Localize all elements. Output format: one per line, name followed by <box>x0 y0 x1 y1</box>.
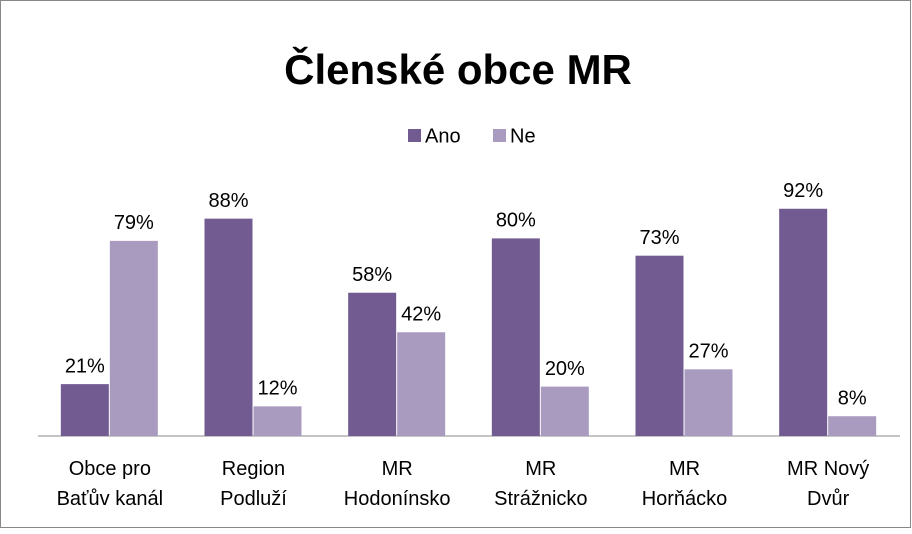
x-tick-label: MR Nový Dvůr <box>787 458 870 510</box>
data-label: 73% <box>639 227 679 249</box>
x-tick-label-box: MR Hodonínsko <box>343 458 451 510</box>
bar <box>491 238 540 436</box>
bar <box>348 292 397 436</box>
data-label: 80% <box>496 210 536 232</box>
x-tick-label-box: Region Podluží <box>220 458 287 510</box>
legend-label: Ne <box>510 125 536 147</box>
x-tick-label: Region Podluží <box>220 458 287 510</box>
data-label: 92% <box>783 180 823 202</box>
data-label: 42% <box>401 304 441 326</box>
legend-label: Ano <box>425 125 461 147</box>
chart-title: Členské obce MR <box>284 45 632 93</box>
data-label: 12% <box>257 378 297 400</box>
x-tick-label-box: Obce pro Baťův kanál <box>56 458 164 510</box>
bar <box>109 240 158 436</box>
data-label: 27% <box>688 341 728 363</box>
x-tick-label-box: MR Strážnicko <box>494 458 588 510</box>
x-tick-label: MR Horňácko <box>641 458 728 510</box>
x-tick-label: MR Strážnicko <box>494 458 588 510</box>
data-label: 20% <box>545 358 585 380</box>
legend-swatch <box>408 129 421 142</box>
legend-swatch <box>493 129 506 142</box>
x-tick-label-box: MR Nový Dvůr <box>787 458 870 510</box>
data-label: 88% <box>208 190 248 212</box>
bar <box>635 255 684 436</box>
data-label: 8% <box>838 388 867 410</box>
bar <box>204 218 253 436</box>
x-tick-label-box: MR Horňácko <box>641 458 728 510</box>
x-tick-label: MR Hodonínsko <box>343 458 451 510</box>
bar <box>684 369 733 436</box>
bar <box>828 416 877 436</box>
bar <box>60 384 109 436</box>
data-label: 21% <box>65 355 105 377</box>
data-label: 58% <box>352 264 392 286</box>
bar <box>253 406 302 436</box>
bar <box>397 332 446 436</box>
data-label: 79% <box>114 212 154 234</box>
x-tick-label: Obce pro Baťův kanál <box>56 458 164 510</box>
bar <box>540 386 589 436</box>
bar <box>779 208 828 436</box>
